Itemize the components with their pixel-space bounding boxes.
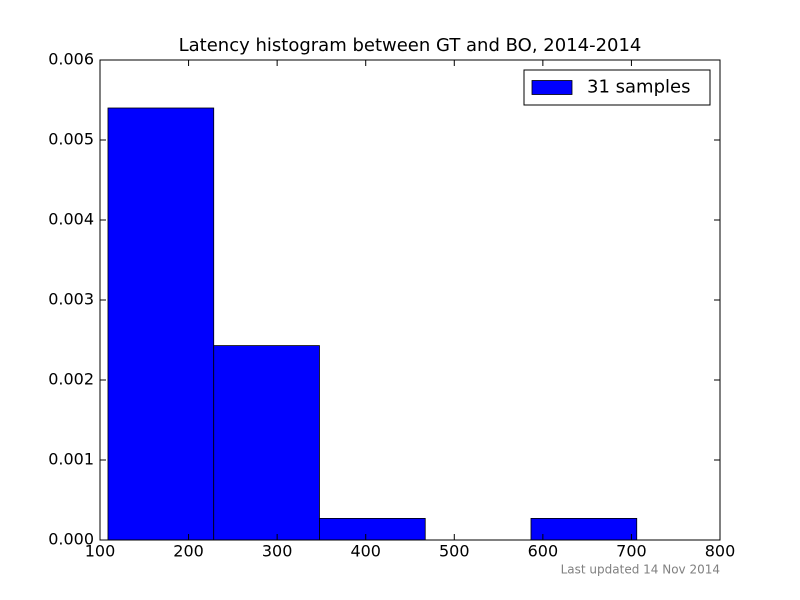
legend-label: 31 samples xyxy=(587,77,690,98)
x-tick-label: 800 xyxy=(705,542,736,561)
y-tick-label: 0.004 xyxy=(48,210,94,229)
chart-title: Latency histogram between GT and BO, 201… xyxy=(179,35,642,56)
legend-swatch xyxy=(531,80,573,95)
y-tick-label: 0.002 xyxy=(48,370,94,389)
x-tick-label: 400 xyxy=(350,542,381,561)
y-tick-label: 0.001 xyxy=(48,450,94,469)
bar xyxy=(319,518,426,541)
y-tick-label: 0.005 xyxy=(48,130,94,149)
x-tick-label: 700 xyxy=(616,542,647,561)
x-tick-label: 200 xyxy=(173,542,204,561)
bar xyxy=(213,345,320,541)
y-tick-label: 0.000 xyxy=(48,530,94,549)
x-tick-label: 300 xyxy=(262,542,293,561)
y-tick-label: 0.003 xyxy=(48,290,94,309)
x-tick-label: 100 xyxy=(85,542,116,561)
x-tick-label: 500 xyxy=(439,542,470,561)
footnote: Last updated 14 Nov 2014 xyxy=(561,563,720,577)
bar xyxy=(107,107,215,541)
x-tick-label: 600 xyxy=(528,542,559,561)
y-tick-label: 0.006 xyxy=(48,50,94,69)
bar xyxy=(530,518,638,541)
